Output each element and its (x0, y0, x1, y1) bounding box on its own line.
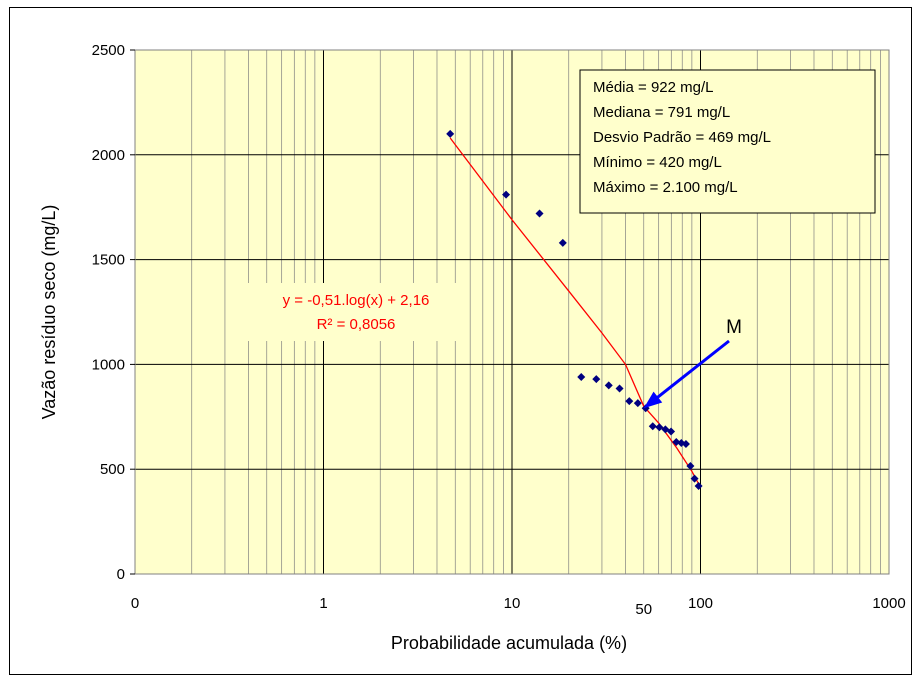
y-tick-label: 2000 (92, 147, 125, 164)
stats-mean: Média = 922 mg/L (593, 79, 714, 96)
data-point (633, 399, 642, 408)
chart-frame (9, 7, 912, 675)
y-tick-label: 1500 (92, 252, 125, 269)
stats-std-dev: Desvio Padrão = 469 mg/L (593, 129, 771, 146)
y-tick-label: 1000 (92, 356, 125, 373)
y-tick-label: 2500 (92, 42, 125, 59)
data-point (604, 381, 613, 390)
y-axis-title: Vazão resíduo seco (mg/L) (39, 205, 59, 420)
x-tick-label: 1000 (872, 595, 905, 612)
annotation-label: M (726, 317, 742, 338)
stats-max: Máximo = 2.100 mg/L (593, 179, 738, 196)
data-point (648, 422, 657, 431)
data-point (502, 190, 511, 199)
stats-min: Mínimo = 420 mg/L (593, 154, 722, 171)
x-tick-label: 0 (131, 595, 139, 612)
x-axis-title: Probabilidade acumulada (%) (391, 633, 627, 653)
median-annotation: M (643, 317, 742, 409)
r-squared-label: R² = 0,8056 (317, 316, 396, 333)
data-point (592, 375, 601, 384)
equation-box (248, 283, 464, 341)
data-point (686, 462, 695, 471)
y-axis-ticks: 0 500 1000 1500 2000 2500 (92, 42, 135, 583)
plot-border (134, 49, 890, 575)
data-point (681, 440, 690, 449)
x-extra-tick-label: 50 (635, 601, 652, 618)
trendline-equation: y = -0,51.log(x) + 2,16 (283, 292, 430, 309)
x-axis-ticks: 0 1 10 100 1000 (131, 595, 906, 612)
x-tick-label: 100 (688, 595, 713, 612)
data-point (667, 427, 676, 436)
data-point (625, 397, 634, 406)
x-tick-label: 1 (319, 595, 327, 612)
stats-box: Média = 922 mg/L Mediana = 791 mg/L Desv… (579, 69, 876, 214)
annotation-arrow (655, 339, 730, 400)
data-point (446, 129, 455, 138)
stats-median: Mediana = 791 mg/L (593, 104, 730, 121)
trendline (449, 137, 700, 485)
data-point (577, 372, 586, 381)
data-point (535, 209, 544, 218)
annotation-arrow-head (643, 391, 663, 409)
data-point (655, 423, 664, 432)
x-tick-label: 10 (504, 595, 521, 612)
data-point (615, 384, 624, 393)
y-tick-label: 500 (100, 461, 125, 478)
data-point (694, 481, 703, 490)
data-point (690, 474, 699, 483)
y-tick-label: 0 (117, 566, 125, 583)
data-point (558, 238, 567, 247)
